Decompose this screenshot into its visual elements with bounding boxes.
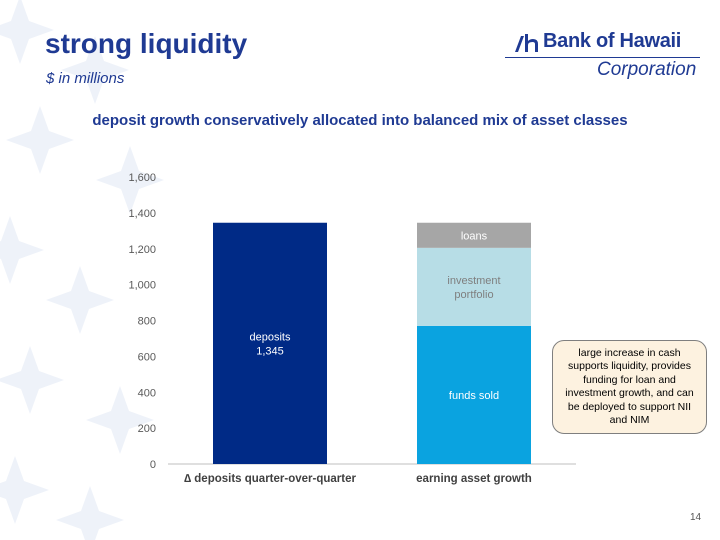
page-title: strong liquidity xyxy=(45,28,248,59)
page-subtitle: $ in millions xyxy=(46,70,125,87)
bank-logo-corporation: Corporation xyxy=(597,59,697,80)
y-tick-label: 800 xyxy=(138,316,156,328)
bar-investment-portfolio xyxy=(417,247,531,326)
chart-headline: deposit growth conservatively allocated … xyxy=(92,112,628,129)
data-label: funds sold xyxy=(449,390,499,402)
data-label: 1,345 xyxy=(256,345,284,357)
page-number: 14 xyxy=(690,512,702,523)
x-category-label: earning asset growth xyxy=(416,473,532,485)
bar-loans xyxy=(417,222,531,248)
y-tick-label: 400 xyxy=(138,387,156,399)
data-label: investment xyxy=(447,275,500,287)
y-tick-label: 200 xyxy=(138,423,156,435)
bank-logo-icon xyxy=(515,34,538,52)
data-label: deposits xyxy=(250,331,291,343)
bank-logo: Bank of Hawaii Corporation xyxy=(500,28,700,82)
y-tick-label: 1,000 xyxy=(128,280,156,292)
y-tick-label: 0 xyxy=(150,459,156,471)
y-tick-label: 1,600 xyxy=(128,172,156,184)
y-tick-label: 1,200 xyxy=(128,244,156,256)
data-label: loans xyxy=(461,230,488,242)
y-tick-label: 1,400 xyxy=(128,208,156,220)
bank-logo-name: Bank of Hawaii xyxy=(543,30,682,52)
x-category-label: ∆ deposits quarter-over-quarter xyxy=(184,473,356,485)
callout-box: large increase in cash supports liquidit… xyxy=(552,340,707,434)
logo-rule xyxy=(505,57,700,58)
data-label: portfolio xyxy=(454,289,493,301)
bar-deposits xyxy=(213,222,327,464)
y-tick-label: 600 xyxy=(138,351,156,363)
bar-funds-sold xyxy=(417,325,531,464)
